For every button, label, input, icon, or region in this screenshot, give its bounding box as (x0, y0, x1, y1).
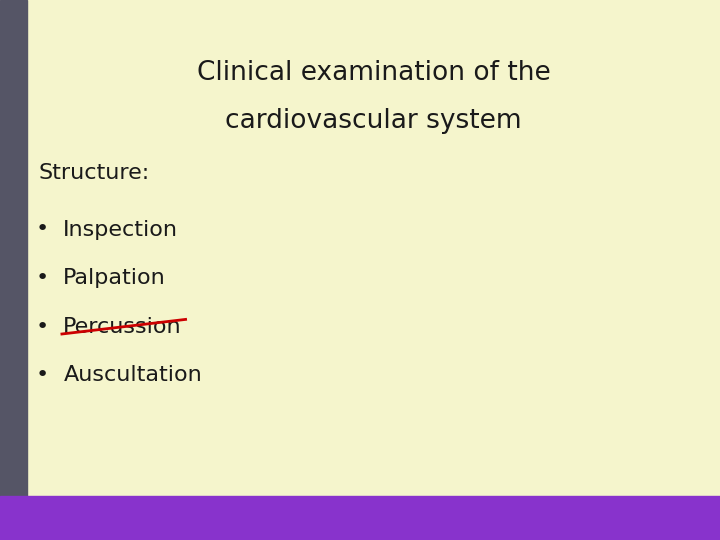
Text: Auscultation: Auscultation (63, 365, 202, 386)
Text: Inspection: Inspection (63, 219, 179, 240)
Text: •: • (35, 268, 48, 288)
Polygon shape (645, 507, 660, 514)
Text: Structure:: Structure: (38, 163, 150, 183)
Text: Cardiovascular System: Cardiovascular System (122, 511, 266, 524)
Text: Slide 31 of 53: Slide 31 of 53 (11, 511, 97, 524)
Text: •: • (35, 219, 48, 240)
Polygon shape (645, 522, 660, 529)
Text: Palpation: Palpation (63, 268, 166, 288)
Text: •: • (35, 365, 48, 386)
Text: cardiovascular system: cardiovascular system (225, 109, 522, 134)
Text: Clinical examination of the: Clinical examination of the (197, 60, 551, 86)
Text: •: • (35, 316, 48, 337)
Text: Sunderland: Sunderland (680, 520, 720, 529)
Text: University of: University of (680, 507, 720, 516)
Text: Percussion: Percussion (63, 316, 182, 337)
